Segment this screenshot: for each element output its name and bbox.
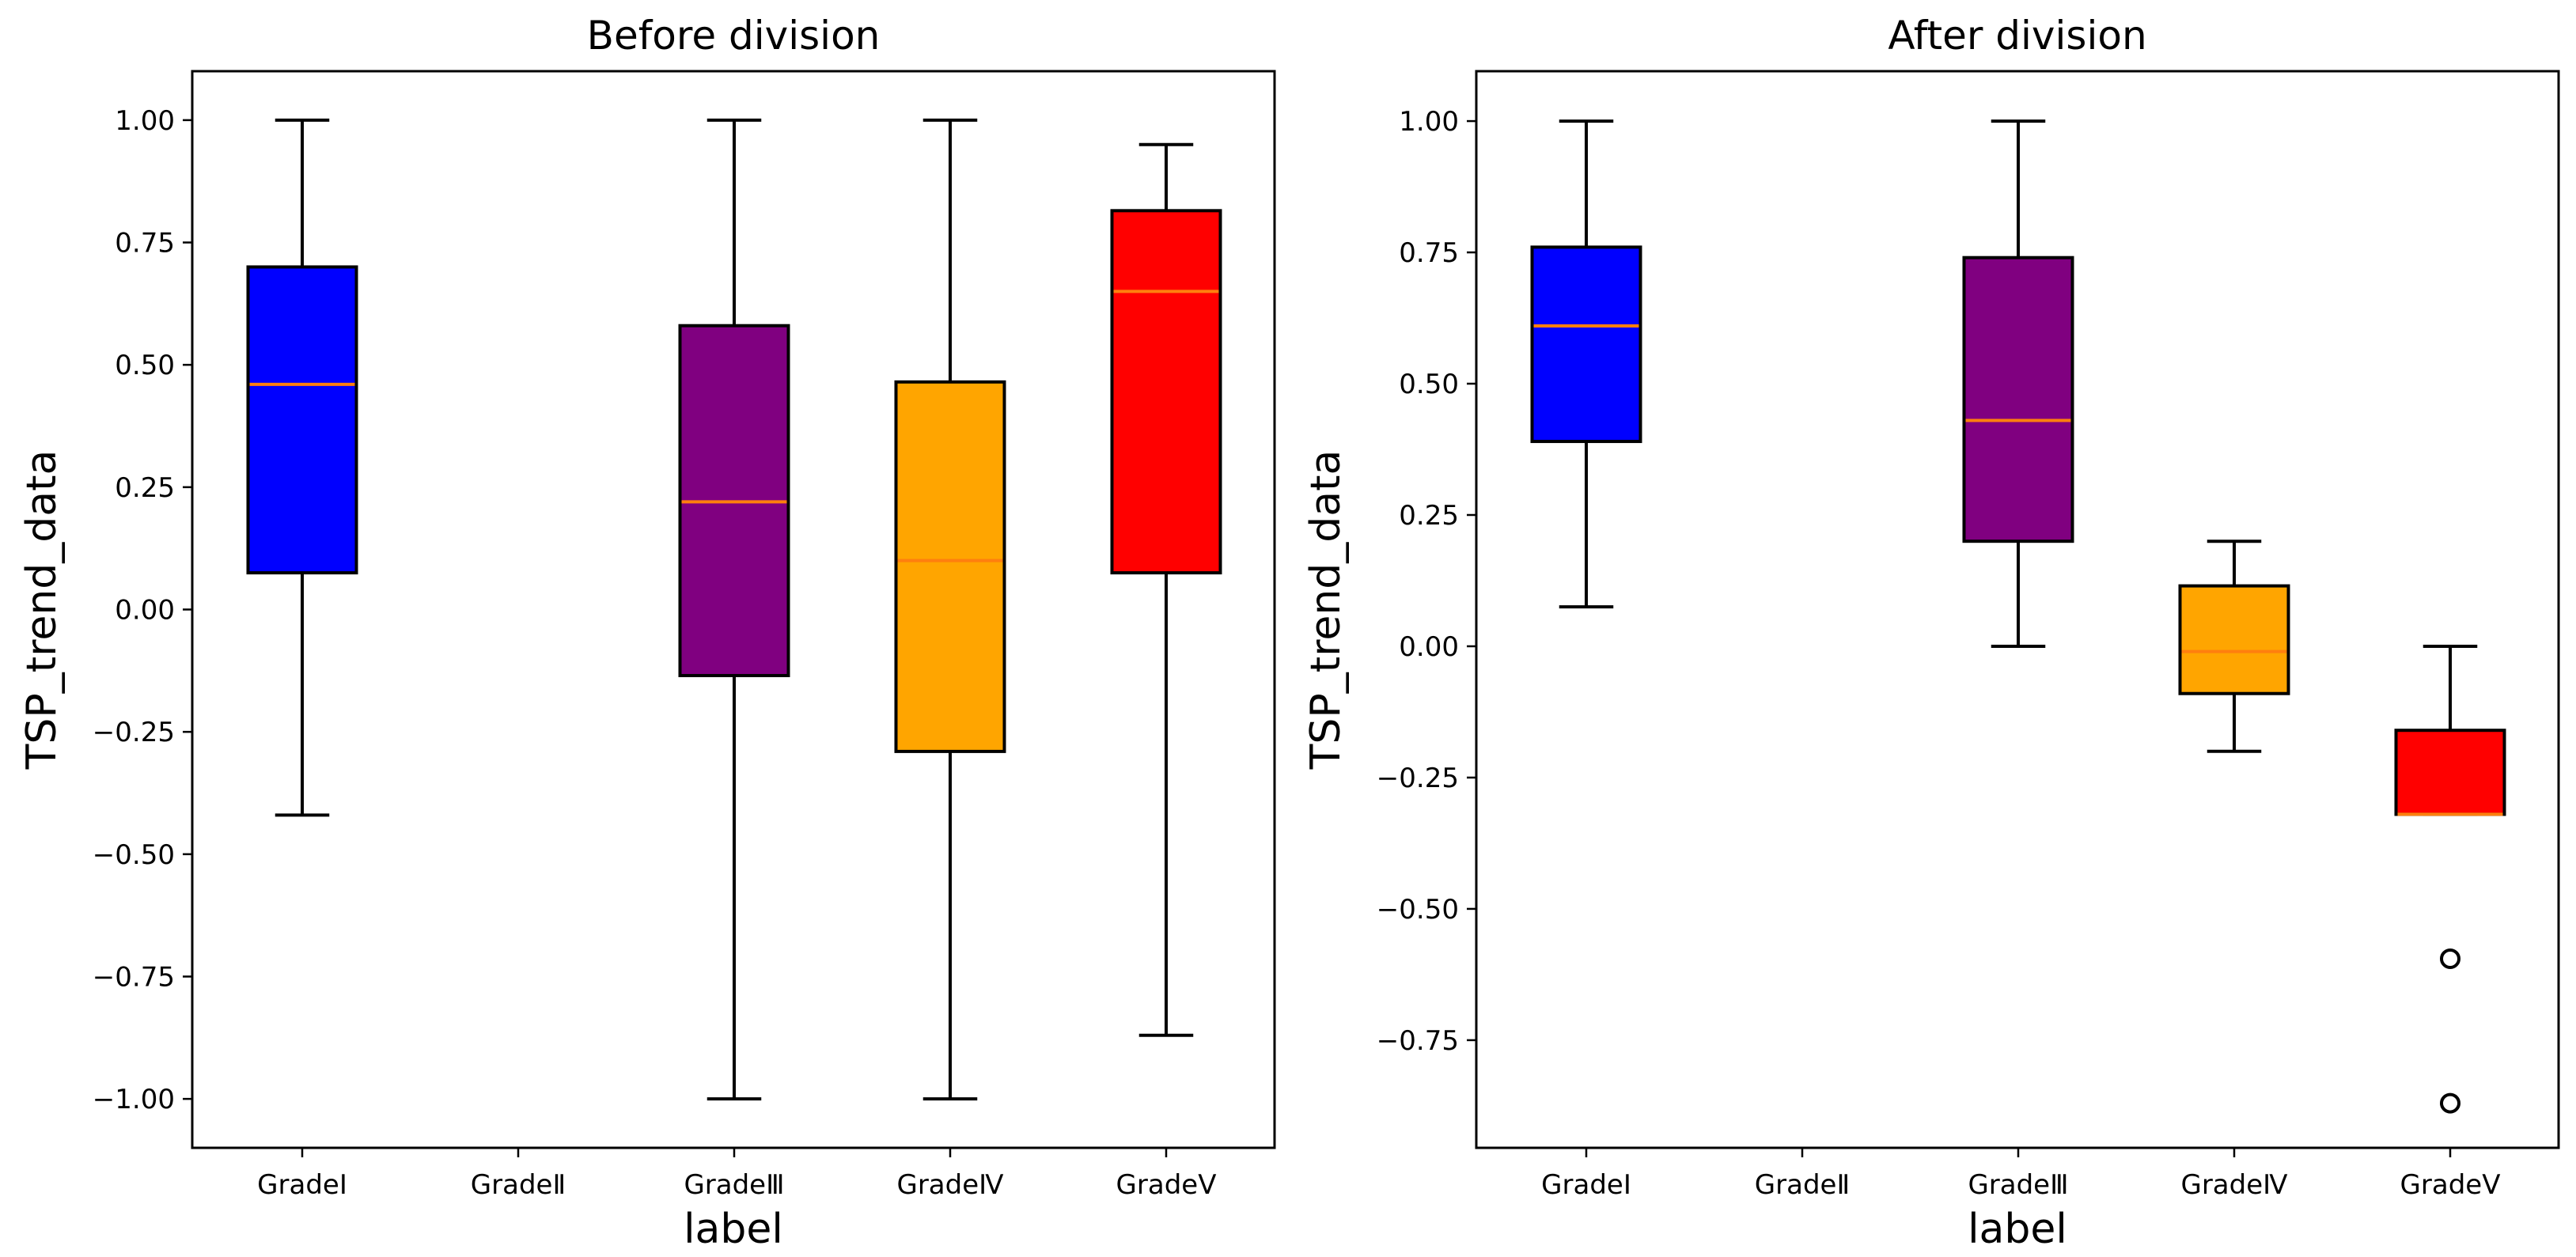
x-tick-label: GradeⅤ <box>2400 1169 2501 1201</box>
iqr-box <box>1110 209 1222 575</box>
y-tick-label: 1.00 <box>1399 106 1459 138</box>
y-axis-label: TSP_trend_data <box>18 450 66 770</box>
outlier-point <box>2440 1092 2460 1114</box>
x-tick-label: GradeⅣ <box>2180 1169 2288 1201</box>
y-tick-label: 0.50 <box>1399 369 1459 400</box>
x-tick-label: GradeⅢ <box>684 1169 784 1201</box>
subplot-2: After division 1.00 0.75 0.50 0.25 0.00 −0.25 −… <box>1302 13 2560 1253</box>
box-1: GradeⅠ <box>1530 119 1642 1201</box>
box-2: GradeⅡ <box>1755 1148 1850 1201</box>
subplot-1: Before division 1.00 0.75 0.50 0.25 0.00 −0.25… <box>18 13 1276 1253</box>
y-axis-label: TSP_trend_data <box>1302 450 1350 770</box>
y-tick-label: −0.75 <box>93 961 175 993</box>
iqr-box <box>2178 584 2290 695</box>
box-3: GradeⅢ <box>1962 119 2074 1201</box>
x-tick-label: GradeⅡ <box>471 1169 566 1201</box>
x-axis-label: label <box>1968 1206 2067 1253</box>
x-tick-label: GradeⅣ <box>896 1169 1004 1201</box>
box-4: GradeⅣ <box>894 118 1006 1201</box>
iqr-box <box>1530 245 1642 444</box>
y-tick-label: 0.50 <box>115 350 175 381</box>
chart-title: After division <box>1888 13 2146 59</box>
y-tick-label: 0.75 <box>1399 237 1459 269</box>
y-tick-label: −0.50 <box>93 839 175 871</box>
iqr-box <box>2394 729 2506 816</box>
x-tick-label: GradeⅢ <box>1968 1169 2068 1201</box>
x-tick-label: GradeⅡ <box>1755 1169 1850 1201</box>
y-tick-label: −0.75 <box>1377 1025 1459 1057</box>
outlier-point <box>2440 948 2460 969</box>
y-tick-label: −1.00 <box>93 1084 175 1115</box>
x-tick-label: GradeⅤ <box>1116 1169 1217 1201</box>
iqr-box <box>1962 256 2074 543</box>
box-5: GradeⅤ <box>2394 644 2506 1201</box>
axes-frame <box>191 70 1276 1149</box>
y-tick-label: −0.25 <box>93 717 175 748</box>
y-tick-label: 0.00 <box>115 595 175 627</box>
iqr-box <box>246 265 358 575</box>
y-tick-label: 0.75 <box>115 228 175 259</box>
box-2: GradeⅡ <box>471 1148 566 1201</box>
box-4: GradeⅣ <box>2178 540 2290 1201</box>
x-tick-label: GradeⅠ <box>1541 1169 1631 1201</box>
box-3: GradeⅢ <box>678 118 790 1201</box>
y-tick-label: 0.25 <box>1399 500 1459 532</box>
box-5: GradeⅤ <box>1110 142 1222 1201</box>
y-tick-label: 0.25 <box>115 472 175 504</box>
y-tick-label: 0.00 <box>1399 631 1459 663</box>
iqr-box <box>894 380 1006 753</box>
y-tick-label: −0.25 <box>1377 763 1459 794</box>
x-axis-label: label <box>684 1206 783 1253</box>
y-tick-label: 1.00 <box>115 105 175 137</box>
axes-frame <box>1475 70 2560 1149</box>
x-tick-label: GradeⅠ <box>257 1169 347 1201</box>
chart-title: Before division <box>587 13 881 59</box>
y-tick-label: −0.50 <box>1377 894 1459 926</box>
box-1: GradeⅠ <box>246 118 358 1201</box>
